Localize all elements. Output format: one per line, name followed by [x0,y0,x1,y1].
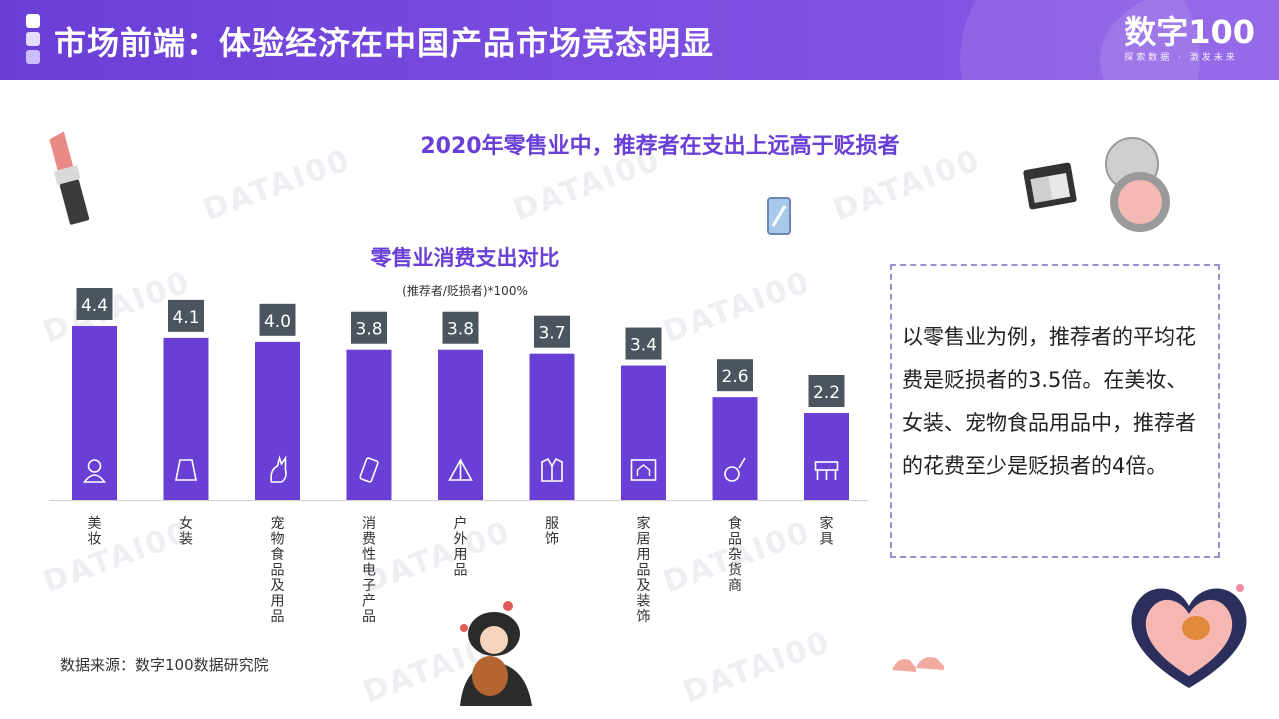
data-label-2: 4.0 [264,312,291,332]
category-label-3: 消费性电子产品 [362,516,376,625]
bar-1 [163,337,209,500]
chart-subtitle: (推荐者/贬损者)*100% [402,284,528,298]
data-label-3: 3.8 [355,320,382,340]
data-label-6: 3.4 [630,336,657,356]
bar-7 [712,397,758,500]
house-chart-icon [630,459,657,481]
category-label-4: 户外用品 [454,515,468,579]
data-label-bg-3 [351,311,387,344]
skirt-icon [175,459,197,481]
person-icon [82,459,107,483]
heart-hug-illustration [1131,584,1247,688]
lipstick-icon [49,131,90,225]
bar-3 [346,349,392,500]
header-decoration [1100,0,1279,80]
data-label-bg-0 [76,288,113,320]
data-label-bg-6 [625,327,662,360]
page-title: 市场前端：体验经济在中国产品市场竞态明显 [54,24,715,62]
brand-logo: 数字100 探索数据 · 激发未来 [1124,14,1255,63]
brand-slogan: 探索数据 · 激发未来 [1124,53,1238,63]
woman-with-dog-illustration [460,601,532,706]
data-label-5: 3.7 [538,324,565,344]
data-label-bg-2 [259,303,296,336]
category-label-6: 家居用品及装饰 [637,515,651,625]
data-label-bg-5 [534,315,570,348]
slide-subtitle: 2020年零售业中，推荐者在支出上远高于贬损者 [420,134,900,159]
callout-text: 以零售业为例，推荐者的平均花费是贬损者的3.5倍。在美妆、女装、宠物食品用品中，… [902,325,1196,478]
data-label-8: 2.2 [813,383,840,403]
data-label-1: 4.1 [172,308,199,328]
phone-icon [359,457,379,483]
tent-icon [448,458,473,481]
bar-2 [255,341,300,500]
jacket-icon [541,457,563,482]
data-label-4: 3.8 [447,320,474,340]
category-label-8: 家具 [820,515,834,548]
eyeshadow-icon [1023,162,1077,210]
header-squares-icon [26,14,42,68]
bar-chart: 4.4 美妆 4.1 女装 4.0 宠物食品及用品 3.8 消费性电子产品 3.8 户外用品 3.7… [49,288,868,625]
phone-deco-icon [767,197,791,235]
header-decoration [960,0,1200,80]
category-label-2: 宠物食品及用品 [271,516,285,625]
cat-icon [270,455,287,483]
brand-name: 数字100 [1124,13,1255,51]
food-icon [724,457,746,482]
data-label-0: 4.4 [81,296,108,316]
header-bar: 市场前端：体验经济在中国产品市场竞态明显 数字100 探索数据 · 激发未来 [0,0,1279,80]
data-label-bg-1 [168,299,204,332]
chart-title: 零售业消费支出对比 [370,246,560,270]
category-label-5: 服饰 [545,516,559,548]
bar-6 [621,365,666,500]
data-label-7: 2.6 [721,367,748,387]
shoes-icon [892,657,944,672]
furniture-icon [814,461,839,480]
data-source: 数据来源：数字100数据研究院 [60,656,269,674]
data-label-bg-7 [717,359,753,392]
data-label-bg-4 [442,311,479,344]
category-label-1: 女装 [179,515,193,548]
compact-mirror-icon [1105,137,1170,232]
callout-box: 以零售业为例，推荐者的平均花费是贬损者的3.5倍。在美妆、女装、宠物食品用品中，… [890,264,1220,558]
bar-0 [72,326,117,500]
category-label-0: 美妆 [88,516,102,548]
bar-8 [804,413,849,500]
data-label-bg-8 [808,375,845,407]
category-label-7: 食品杂货商 [728,515,742,594]
